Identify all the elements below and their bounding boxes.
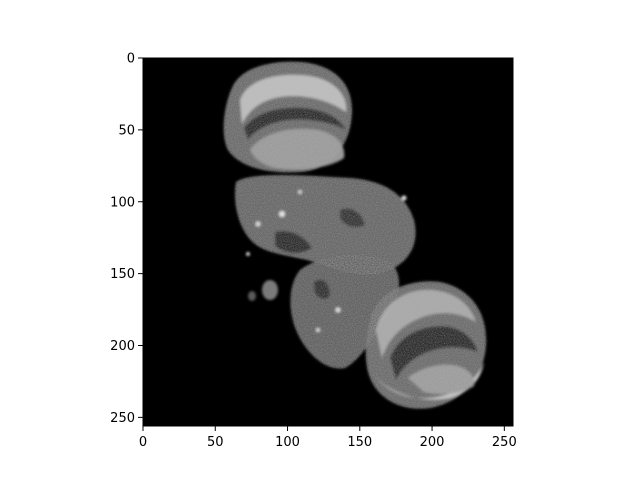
x-tick-label: 100 — [275, 435, 300, 450]
y-tick-label: 150 — [110, 267, 135, 282]
x-tick-label: 200 — [420, 435, 445, 450]
bright-speck — [401, 195, 407, 201]
axes-frame — [142, 57, 514, 427]
x-tick-label: 0 — [139, 435, 147, 450]
x-tick-label: 50 — [207, 435, 224, 450]
noise-texture — [223, 61, 487, 409]
y-tick-label: 100 — [110, 195, 135, 210]
small-fragment — [262, 280, 278, 300]
x-tick-label: 250 — [492, 435, 517, 450]
y-tick-label: 50 — [118, 123, 135, 138]
small-fragment-2 — [248, 291, 256, 301]
x-axis-ticks: 0 50 100 150 200 250 — [139, 426, 517, 450]
y-tick-label: 0 — [127, 52, 135, 67]
y-tick-label: 200 — [110, 339, 135, 354]
y-tick-label: 250 — [110, 411, 135, 426]
image-area — [143, 58, 513, 426]
bright-speck — [246, 252, 250, 256]
y-axis-ticks: 0 50 100 150 200 250 — [110, 52, 143, 426]
x-tick-label: 150 — [347, 435, 372, 450]
